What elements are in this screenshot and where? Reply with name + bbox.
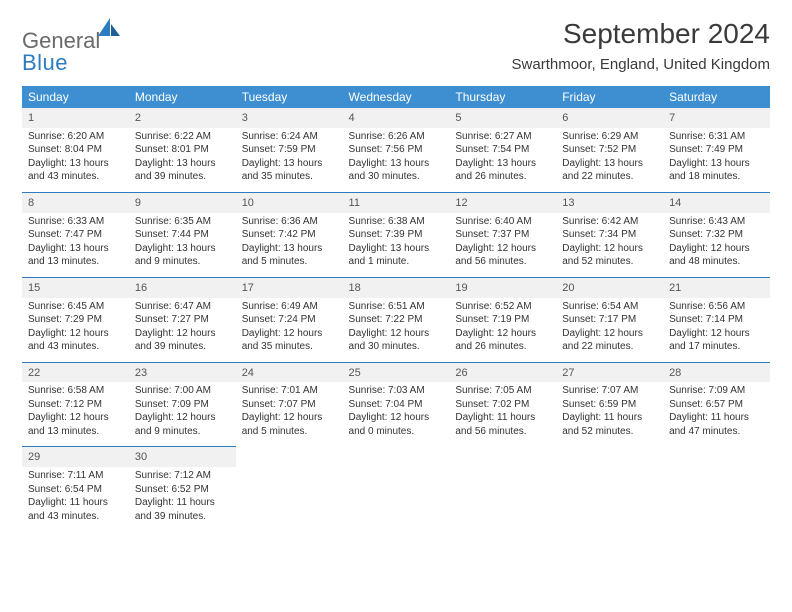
day-number: 1 [22,108,129,128]
daynum-row: 891011121314 [22,192,770,212]
day-number: 14 [663,192,770,212]
daynum-row: 22232425262728 [22,362,770,382]
day-info: Sunrise: 6:40 AMSunset: 7:37 PMDaylight:… [449,213,556,278]
day-number [663,447,770,467]
day-number: 25 [343,362,450,382]
day-header: Friday [556,86,663,108]
day-info: Sunrise: 7:07 AMSunset: 6:59 PMDaylight:… [556,382,663,447]
day-info: Sunrise: 6:51 AMSunset: 7:22 PMDaylight:… [343,298,450,363]
day-number: 7 [663,108,770,128]
day-info: Sunrise: 6:47 AMSunset: 7:27 PMDaylight:… [129,298,236,363]
day-number: 15 [22,277,129,297]
day-number: 3 [236,108,343,128]
day-number: 30 [129,447,236,467]
location-text: Swarthmoor, England, United Kingdom [512,56,770,73]
day-info [236,467,343,531]
day-number [236,447,343,467]
daynum-row: 1234567 [22,108,770,128]
day-number: 23 [129,362,236,382]
day-info: Sunrise: 6:29 AMSunset: 7:52 PMDaylight:… [556,128,663,193]
logo: General Blue [22,18,120,74]
day-info: Sunrise: 6:54 AMSunset: 7:17 PMDaylight:… [556,298,663,363]
day-info: Sunrise: 7:00 AMSunset: 7:09 PMDaylight:… [129,382,236,447]
day-info [343,467,450,531]
day-header: Saturday [663,86,770,108]
day-info: Sunrise: 6:20 AMSunset: 8:04 PMDaylight:… [22,128,129,193]
day-info: Sunrise: 6:56 AMSunset: 7:14 PMDaylight:… [663,298,770,363]
day-info: Sunrise: 6:22 AMSunset: 8:01 PMDaylight:… [129,128,236,193]
day-header: Thursday [449,86,556,108]
day-number: 28 [663,362,770,382]
info-row: Sunrise: 7:11 AMSunset: 6:54 PMDaylight:… [22,467,770,531]
day-info: Sunrise: 6:35 AMSunset: 7:44 PMDaylight:… [129,213,236,278]
day-info: Sunrise: 6:38 AMSunset: 7:39 PMDaylight:… [343,213,450,278]
day-number: 9 [129,192,236,212]
day-header-row: SundayMondayTuesdayWednesdayThursdayFrid… [22,86,770,108]
day-info: Sunrise: 6:52 AMSunset: 7:19 PMDaylight:… [449,298,556,363]
day-info: Sunrise: 6:26 AMSunset: 7:56 PMDaylight:… [343,128,450,193]
day-info: Sunrise: 7:12 AMSunset: 6:52 PMDaylight:… [129,467,236,531]
info-row: Sunrise: 6:33 AMSunset: 7:47 PMDaylight:… [22,213,770,278]
day-info: Sunrise: 7:05 AMSunset: 7:02 PMDaylight:… [449,382,556,447]
day-number: 8 [22,192,129,212]
day-number: 18 [343,277,450,297]
day-info [449,467,556,531]
day-info: Sunrise: 6:43 AMSunset: 7:32 PMDaylight:… [663,213,770,278]
day-number: 16 [129,277,236,297]
day-info: Sunrise: 6:58 AMSunset: 7:12 PMDaylight:… [22,382,129,447]
day-info [556,467,663,531]
day-number [556,447,663,467]
daynum-row: 2930 [22,447,770,467]
day-number: 21 [663,277,770,297]
day-info: Sunrise: 6:33 AMSunset: 7:47 PMDaylight:… [22,213,129,278]
day-info [663,467,770,531]
day-info: Sunrise: 6:31 AMSunset: 7:49 PMDaylight:… [663,128,770,193]
day-number: 10 [236,192,343,212]
daynum-row: 15161718192021 [22,277,770,297]
page-title: September 2024 [512,18,770,50]
day-number: 29 [22,447,129,467]
day-number: 27 [556,362,663,382]
day-number: 12 [449,192,556,212]
day-header: Monday [129,86,236,108]
day-info: Sunrise: 7:11 AMSunset: 6:54 PMDaylight:… [22,467,129,531]
day-number: 5 [449,108,556,128]
day-number: 22 [22,362,129,382]
logo-part2: Blue [22,50,68,75]
day-number: 19 [449,277,556,297]
day-info: Sunrise: 6:45 AMSunset: 7:29 PMDaylight:… [22,298,129,363]
day-header: Wednesday [343,86,450,108]
day-number: 11 [343,192,450,212]
day-number [449,447,556,467]
info-row: Sunrise: 6:45 AMSunset: 7:29 PMDaylight:… [22,298,770,363]
header: General Blue September 2024 Swarthmoor, … [22,18,770,74]
day-number: 2 [129,108,236,128]
day-info: Sunrise: 7:09 AMSunset: 6:57 PMDaylight:… [663,382,770,447]
day-number: 13 [556,192,663,212]
logo-sail-icon [98,18,120,36]
day-header: Sunday [22,86,129,108]
day-info: Sunrise: 6:49 AMSunset: 7:24 PMDaylight:… [236,298,343,363]
day-header: Tuesday [236,86,343,108]
calendar-table: SundayMondayTuesdayWednesdayThursdayFrid… [22,86,770,531]
day-number: 6 [556,108,663,128]
day-info: Sunrise: 6:24 AMSunset: 7:59 PMDaylight:… [236,128,343,193]
day-number: 20 [556,277,663,297]
day-info: Sunrise: 7:03 AMSunset: 7:04 PMDaylight:… [343,382,450,447]
info-row: Sunrise: 6:20 AMSunset: 8:04 PMDaylight:… [22,128,770,193]
day-number [343,447,450,467]
day-number: 26 [449,362,556,382]
day-info: Sunrise: 6:27 AMSunset: 7:54 PMDaylight:… [449,128,556,193]
day-number: 17 [236,277,343,297]
day-info: Sunrise: 6:42 AMSunset: 7:34 PMDaylight:… [556,213,663,278]
day-info: Sunrise: 6:36 AMSunset: 7:42 PMDaylight:… [236,213,343,278]
info-row: Sunrise: 6:58 AMSunset: 7:12 PMDaylight:… [22,382,770,447]
day-number: 4 [343,108,450,128]
day-info: Sunrise: 7:01 AMSunset: 7:07 PMDaylight:… [236,382,343,447]
day-number: 24 [236,362,343,382]
